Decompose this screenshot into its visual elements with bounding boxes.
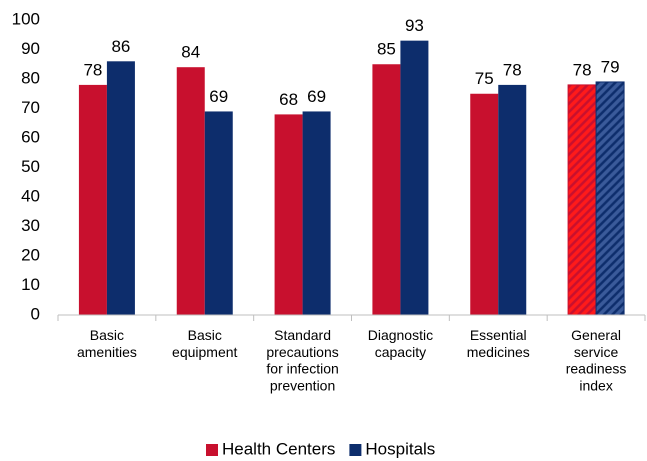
bar: [106, 61, 135, 315]
data-label: 69: [307, 87, 326, 106]
x-tick-label: Essential medicines: [467, 327, 530, 360]
legend-swatch: [206, 444, 218, 456]
y-tick-label: 70: [21, 98, 40, 117]
y-tick-label: 10: [21, 275, 40, 294]
bar: [372, 64, 401, 315]
x-tick-label: Basic equipment: [172, 327, 237, 360]
bar: [567, 84, 597, 316]
data-label: 78: [573, 60, 592, 79]
y-tick-label: 90: [21, 39, 40, 58]
y-tick-label: 100: [12, 9, 40, 28]
data-label: 93: [405, 16, 424, 35]
bar: [302, 111, 331, 315]
bar: [498, 84, 527, 316]
data-label: 69: [209, 87, 228, 106]
y-tick-label: 30: [21, 216, 40, 235]
legend-label: Health Centers: [222, 439, 335, 458]
data-label: 85: [377, 40, 396, 59]
bar: [595, 81, 625, 316]
x-tick-label: Diagnostic capacity: [368, 327, 433, 360]
data-label: 78: [83, 60, 102, 79]
data-label: 68: [279, 90, 298, 109]
bar: [470, 93, 499, 315]
y-tick-label: 60: [21, 127, 40, 146]
bar: [176, 67, 205, 315]
x-tick-label: Standard precautions for infection preventi…: [266, 327, 338, 393]
bar: [274, 114, 303, 316]
legend-label: Hospitals: [365, 439, 435, 458]
x-tick-label: General service readiness index: [566, 327, 627, 393]
data-label: 79: [601, 57, 620, 76]
data-label: 75: [475, 69, 494, 88]
data-label: 78: [503, 60, 522, 79]
y-tick-label: 50: [21, 157, 40, 176]
y-tick-label: 0: [31, 304, 40, 323]
y-tick-label: 20: [21, 245, 40, 264]
x-tick-label: Basic amenities: [77, 327, 137, 360]
legend-swatch: [349, 444, 362, 456]
bar: [400, 40, 429, 316]
bar: [204, 111, 233, 315]
data-label: 86: [111, 37, 130, 56]
data-label: 84: [181, 43, 200, 62]
y-tick-label: 80: [21, 68, 40, 87]
bar: [78, 84, 107, 316]
y-tick-label: 40: [21, 186, 40, 205]
